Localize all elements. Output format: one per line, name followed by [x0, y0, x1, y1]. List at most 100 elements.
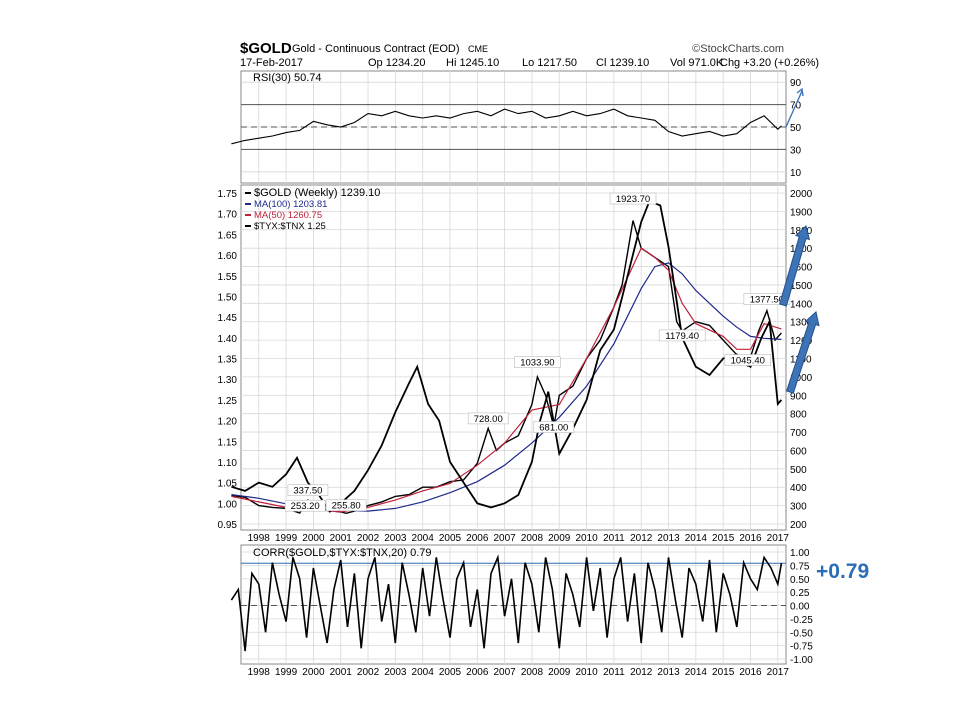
price-frame: [240, 184, 787, 531]
rsi-line: [231, 108, 782, 145]
left-tick-label: 1.65: [218, 230, 238, 241]
right-tick-label-500: 500: [790, 465, 807, 476]
legend-entry-0: $GOLD (Weekly) 1239.10: [254, 187, 380, 199]
upper-blue-arrow: [779, 225, 811, 307]
x-tick-label-2007: 2007: [493, 533, 516, 544]
annotation-box-253.20: [284, 499, 326, 512]
upper-blue-arrow-shape: [779, 225, 811, 307]
right-tick-label-800: 800: [790, 410, 807, 421]
right-tick-label-1000: 1000: [790, 373, 813, 384]
left-tick-label: 1.10: [218, 458, 238, 469]
left-tick-label: 1.70: [218, 210, 238, 221]
x-tick-label-2011: 2011: [603, 667, 625, 678]
x-tick-label-2015: 2015: [712, 533, 735, 544]
x-tick-label-2013: 2013: [657, 667, 680, 678]
symbol: $GOLD: [240, 40, 292, 57]
left-tick-label: 1.05: [218, 479, 238, 490]
x-tick-label-1998: 1998: [248, 667, 271, 678]
rsi-tick-label-10: 10: [790, 168, 802, 179]
annotation-box-1179.40: [658, 329, 706, 342]
corr-tick-label: -0.50: [790, 628, 813, 639]
right-tick-label-1500: 1500: [790, 281, 813, 292]
x-tick-label-2009: 2009: [548, 667, 571, 678]
annotation-1377.50: 1377.50: [750, 294, 784, 305]
x-tick-label-2017: 2017: [767, 533, 790, 544]
corr-tick-label: 0.50: [790, 575, 810, 586]
annotation-box-1923.70: [609, 192, 657, 205]
left-tick-label: 1.20: [218, 417, 238, 428]
x-tick-label-2010: 2010: [575, 533, 598, 544]
annotation-box-728.00: [467, 412, 509, 425]
left-tick-label: 1.25: [218, 396, 238, 407]
legend-entry-3: $TYX:$TNX 1.25: [254, 221, 326, 232]
x-tick-label-2006: 2006: [466, 533, 489, 544]
rsi-legend: RSI(30) 50.74: [253, 72, 321, 84]
left-tick-label: 1.35: [218, 355, 238, 366]
annotation-arrows: [779, 87, 820, 394]
correlation-callout: +0.79: [816, 560, 870, 583]
rsi-tick-label-50: 50: [790, 123, 802, 134]
x-tick-label-2011: 2011: [603, 533, 625, 544]
annotation-1033.90: 1033.90: [520, 358, 554, 369]
correlation-panel: 1998 1999 2000 2001 2002 2003 2004 2005 2006 2007…: [230, 544, 813, 678]
right-tick-label-400: 400: [790, 483, 807, 494]
x-tick-label-2006: 2006: [466, 667, 489, 678]
rsi-tick-label-30: 30: [790, 145, 802, 156]
annotation-337.50: 337.50: [293, 486, 322, 497]
annotation-681.00: 681.00: [539, 423, 568, 434]
change: Chg +3.20 (+0.26%): [720, 57, 820, 69]
corr-tick-label: 0.00: [790, 602, 810, 613]
corr-tick-label: 1.00: [790, 548, 810, 559]
right-tick-label-1600: 1600: [790, 263, 813, 274]
x-tick-label-2016: 2016: [739, 667, 762, 678]
corr-tick-label: 0.25: [790, 588, 810, 599]
correlation-line: [230, 554, 783, 652]
ma50-line: [231, 247, 782, 513]
left-tick-label: 1.40: [218, 334, 238, 345]
x-tick-label-2005: 2005: [439, 533, 462, 544]
x-tick-label-2012: 2012: [630, 533, 653, 544]
left-tick-label: 1.15: [218, 437, 238, 448]
x-tick-label-2014: 2014: [685, 667, 708, 678]
source: ©StockCharts.com: [692, 43, 784, 55]
x-tick-label-2001: 2001: [330, 533, 353, 544]
rsi-arrow-shaft: [785, 90, 803, 128]
annotation-box-255.80: [325, 499, 367, 512]
corr-tick-label: -0.75: [790, 642, 813, 653]
annotation-728.00: 728.00: [474, 414, 503, 425]
x-tick-label-2015: 2015: [712, 667, 735, 678]
left-tick-label: 1.55: [218, 272, 238, 283]
x-tick-label-2007: 2007: [493, 667, 516, 678]
x-tick-label-1999: 1999: [275, 533, 298, 544]
annotation-1179.40: 1179.40: [665, 331, 699, 342]
price-panel: 1998 1999 2000 2001 2002 2003 2004 2005 2006 2007…: [218, 184, 813, 544]
x-tick-label-1999: 1999: [275, 667, 298, 678]
x-tick-label-2001: 2001: [330, 667, 353, 678]
right-tick-label-1200: 1200: [790, 336, 813, 347]
left-tick-label: 1.50: [218, 292, 238, 303]
annotation-box-337.50: [287, 484, 329, 497]
annotation-1045.40: 1045.40: [731, 356, 765, 367]
right-tick-label-900: 900: [790, 391, 807, 402]
description: Gold - Continuous Contract (EOD): [292, 43, 460, 55]
corr-legend: CORR($GOLD,$TYX:$TNX,20) 0.79: [253, 547, 432, 559]
lower-blue-arrow: [786, 311, 820, 394]
x-tick-label-2008: 2008: [521, 667, 544, 678]
lower-blue-arrow-shape: [786, 311, 820, 394]
corr-tick-label: -0.25: [790, 615, 813, 626]
x-tick-label-2004: 2004: [412, 533, 435, 544]
annotation-255.80: 255.80: [332, 501, 361, 512]
x-tick-label-2000: 2000: [302, 533, 325, 544]
annotation-box-1045.40: [724, 354, 772, 366]
left-tick-label: 1.45: [218, 313, 238, 324]
x-tick-label-2008: 2008: [521, 533, 544, 544]
corr-tick-label: -1.00: [790, 655, 813, 666]
right-tick-label-700: 700: [790, 428, 807, 439]
x-tick-label-2012: 2012: [630, 667, 653, 678]
right-tick-label-600: 600: [790, 446, 807, 457]
x-tick-label-2005: 2005: [439, 667, 462, 678]
volume: Vol 971.0K: [670, 57, 724, 69]
x-tick-label-2009: 2009: [548, 533, 571, 544]
low: Lo 1217.50: [522, 57, 578, 69]
x-tick-label-2004: 2004: [412, 667, 435, 678]
